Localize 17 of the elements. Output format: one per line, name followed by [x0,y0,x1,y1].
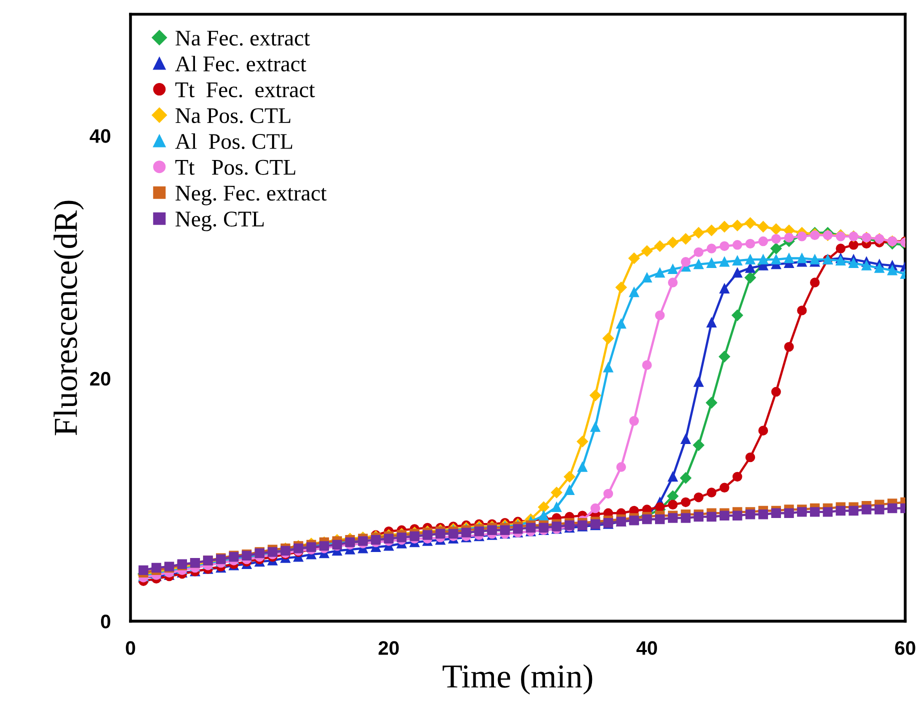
legend-label: Tt Fec. extract [175,82,315,98]
x-tick-label: 0 [126,641,136,655]
y-tick-label: 40 [90,129,110,143]
legend-label: Neg. Fec. extract [176,186,327,206]
legend-label: Na Fec. extract [176,30,310,46]
legend-label: Al Fec. extract [175,56,306,72]
legend-label: Na Pos. CTL [176,108,290,124]
x-tick-label: 60 [895,641,916,655]
y-tick-label: 0 [101,614,110,628]
legend-label: Tt Pos. CTL [175,160,296,175]
legend-label: Neg. CTL [176,212,264,232]
y-tick-label: 20 [90,372,110,386]
x-tick-label: 40 [636,641,657,655]
x-tick-label: 20 [378,641,399,655]
legend-label: Al Pos. CTL [175,133,292,150]
y-axis-title: Fluorescence(dR) [54,200,84,436]
x-axis-title: Time (min) [442,664,592,695]
